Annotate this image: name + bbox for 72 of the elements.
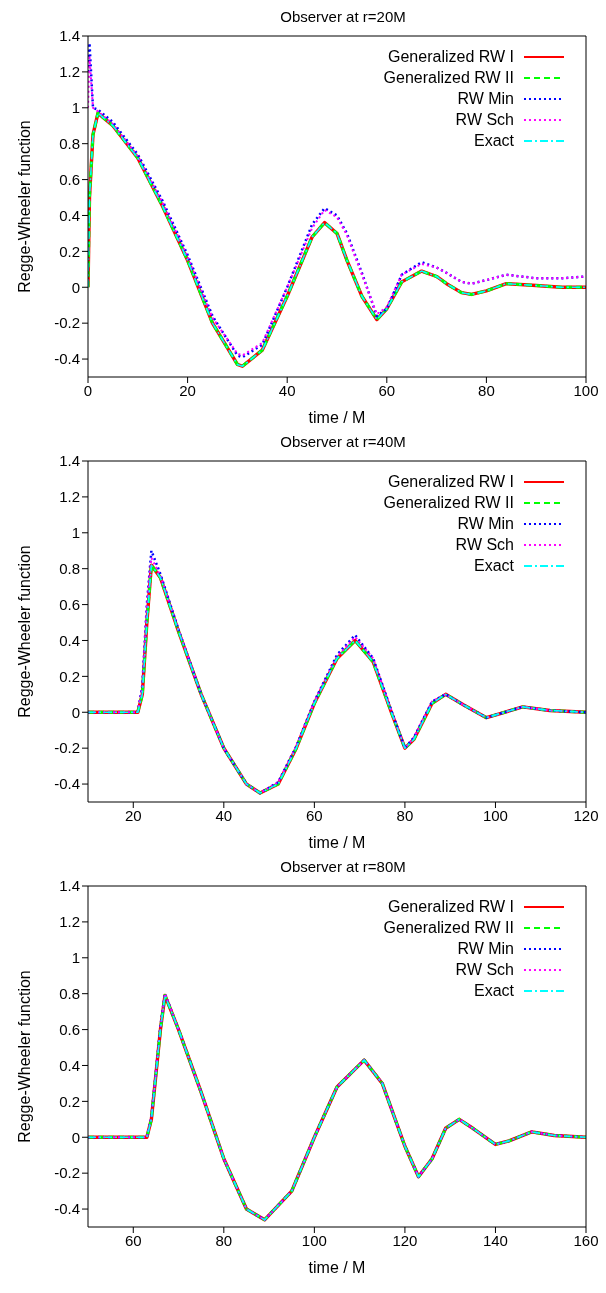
y-axis-title: Regge-Wheeler function: [15, 545, 33, 718]
x-tick-label: 20: [179, 381, 196, 399]
y-tick-label: 0.4: [59, 1056, 80, 1074]
legend-label: RW Min: [457, 939, 514, 959]
y-tick-label: -0.2: [54, 739, 80, 757]
y-tick-label: 0.8: [59, 135, 80, 153]
legend-label: Generalized RW II: [383, 68, 514, 88]
y-tick-label: 0.4: [59, 631, 80, 649]
y-tick-label: 0: [71, 278, 80, 296]
y-tick-label: -0.4: [54, 1200, 80, 1218]
y-tick-label: 1.2: [59, 913, 80, 931]
y-tick-label: 0.2: [59, 1092, 80, 1110]
y-tick-label: 0.6: [59, 1020, 80, 1038]
legend-label: Exact: [473, 131, 514, 151]
x-axis-title: time / M: [308, 1259, 366, 1276]
y-tick-label: -0.4: [54, 775, 80, 793]
x-axis-title: time / M: [308, 409, 366, 426]
x-tick-label: 100: [301, 1231, 327, 1249]
legend-label: RW Sch: [455, 960, 514, 980]
legend-label: Generalized RW II: [383, 493, 514, 513]
y-tick-label: -0.4: [54, 350, 80, 368]
y-tick-label: 0.6: [59, 595, 80, 613]
x-tick-label: 0: [83, 381, 93, 399]
y-tick-label: 0.6: [59, 170, 80, 188]
y-tick-label: 1.4: [59, 877, 80, 895]
legend-label: RW Sch: [455, 535, 514, 555]
y-tick-label: 0.8: [59, 985, 80, 1003]
x-tick-label: 140: [482, 1231, 508, 1249]
x-tick-label: 60: [378, 381, 396, 399]
x-tick-label: 120: [392, 1231, 418, 1249]
x-tick-label: 40: [215, 806, 233, 824]
x-tick-label: 100: [573, 381, 599, 399]
chart-title: Observer at r=20M: [279, 8, 407, 27]
y-tick-label: -0.2: [54, 1164, 80, 1182]
y-axis-title: Regge-Wheeler function: [15, 120, 33, 293]
y-tick-label: -0.2: [54, 314, 80, 332]
y-tick-label: 0.2: [59, 667, 80, 685]
y-tick-label: 0: [71, 703, 80, 721]
y-tick-label: 1: [71, 949, 80, 967]
x-tick-label: 120: [573, 806, 599, 824]
x-tick-label: 20: [124, 806, 142, 824]
x-tick-label: 80: [478, 381, 495, 399]
legend-label: RW Min: [457, 514, 514, 534]
y-tick-label: 1.2: [59, 63, 80, 81]
y-tick-label: 1.4: [59, 27, 80, 45]
x-axis-title: time / M: [308, 834, 366, 851]
y-tick-label: 0.8: [59, 560, 80, 578]
y-axis-title: Regge-Wheeler function: [15, 970, 33, 1143]
legend-label: Generalized RW II: [383, 918, 514, 938]
legend-label: Exact: [473, 556, 514, 576]
legend-label: Exact: [473, 981, 514, 1001]
y-tick-label: 1: [71, 524, 80, 542]
chart-title: Observer at r=80M: [279, 858, 407, 877]
x-tick-label: 160: [573, 1231, 599, 1249]
x-tick-label: 60: [306, 806, 323, 824]
x-tick-label: 100: [482, 806, 508, 824]
legend-label: Generalized RW I: [388, 47, 514, 67]
legend-label: Generalized RW I: [388, 472, 514, 492]
y-tick-label: 1.2: [59, 488, 80, 506]
chart-title: Observer at r=40M: [279, 433, 407, 452]
y-tick-label: 1.4: [59, 452, 80, 470]
y-tick-label: 1: [71, 99, 80, 117]
x-tick-label: 40: [278, 381, 296, 399]
legend-label: RW Sch: [455, 110, 514, 130]
legend-label: Generalized RW I: [388, 897, 514, 917]
legend-label: RW Min: [457, 89, 514, 109]
x-tick-label: 60: [124, 1231, 142, 1249]
x-tick-label: 80: [396, 806, 414, 824]
y-tick-label: 0: [71, 1128, 80, 1146]
y-tick-label: 0.2: [59, 242, 80, 260]
x-tick-label: 80: [215, 1231, 233, 1249]
y-tick-label: 0.4: [59, 206, 80, 224]
